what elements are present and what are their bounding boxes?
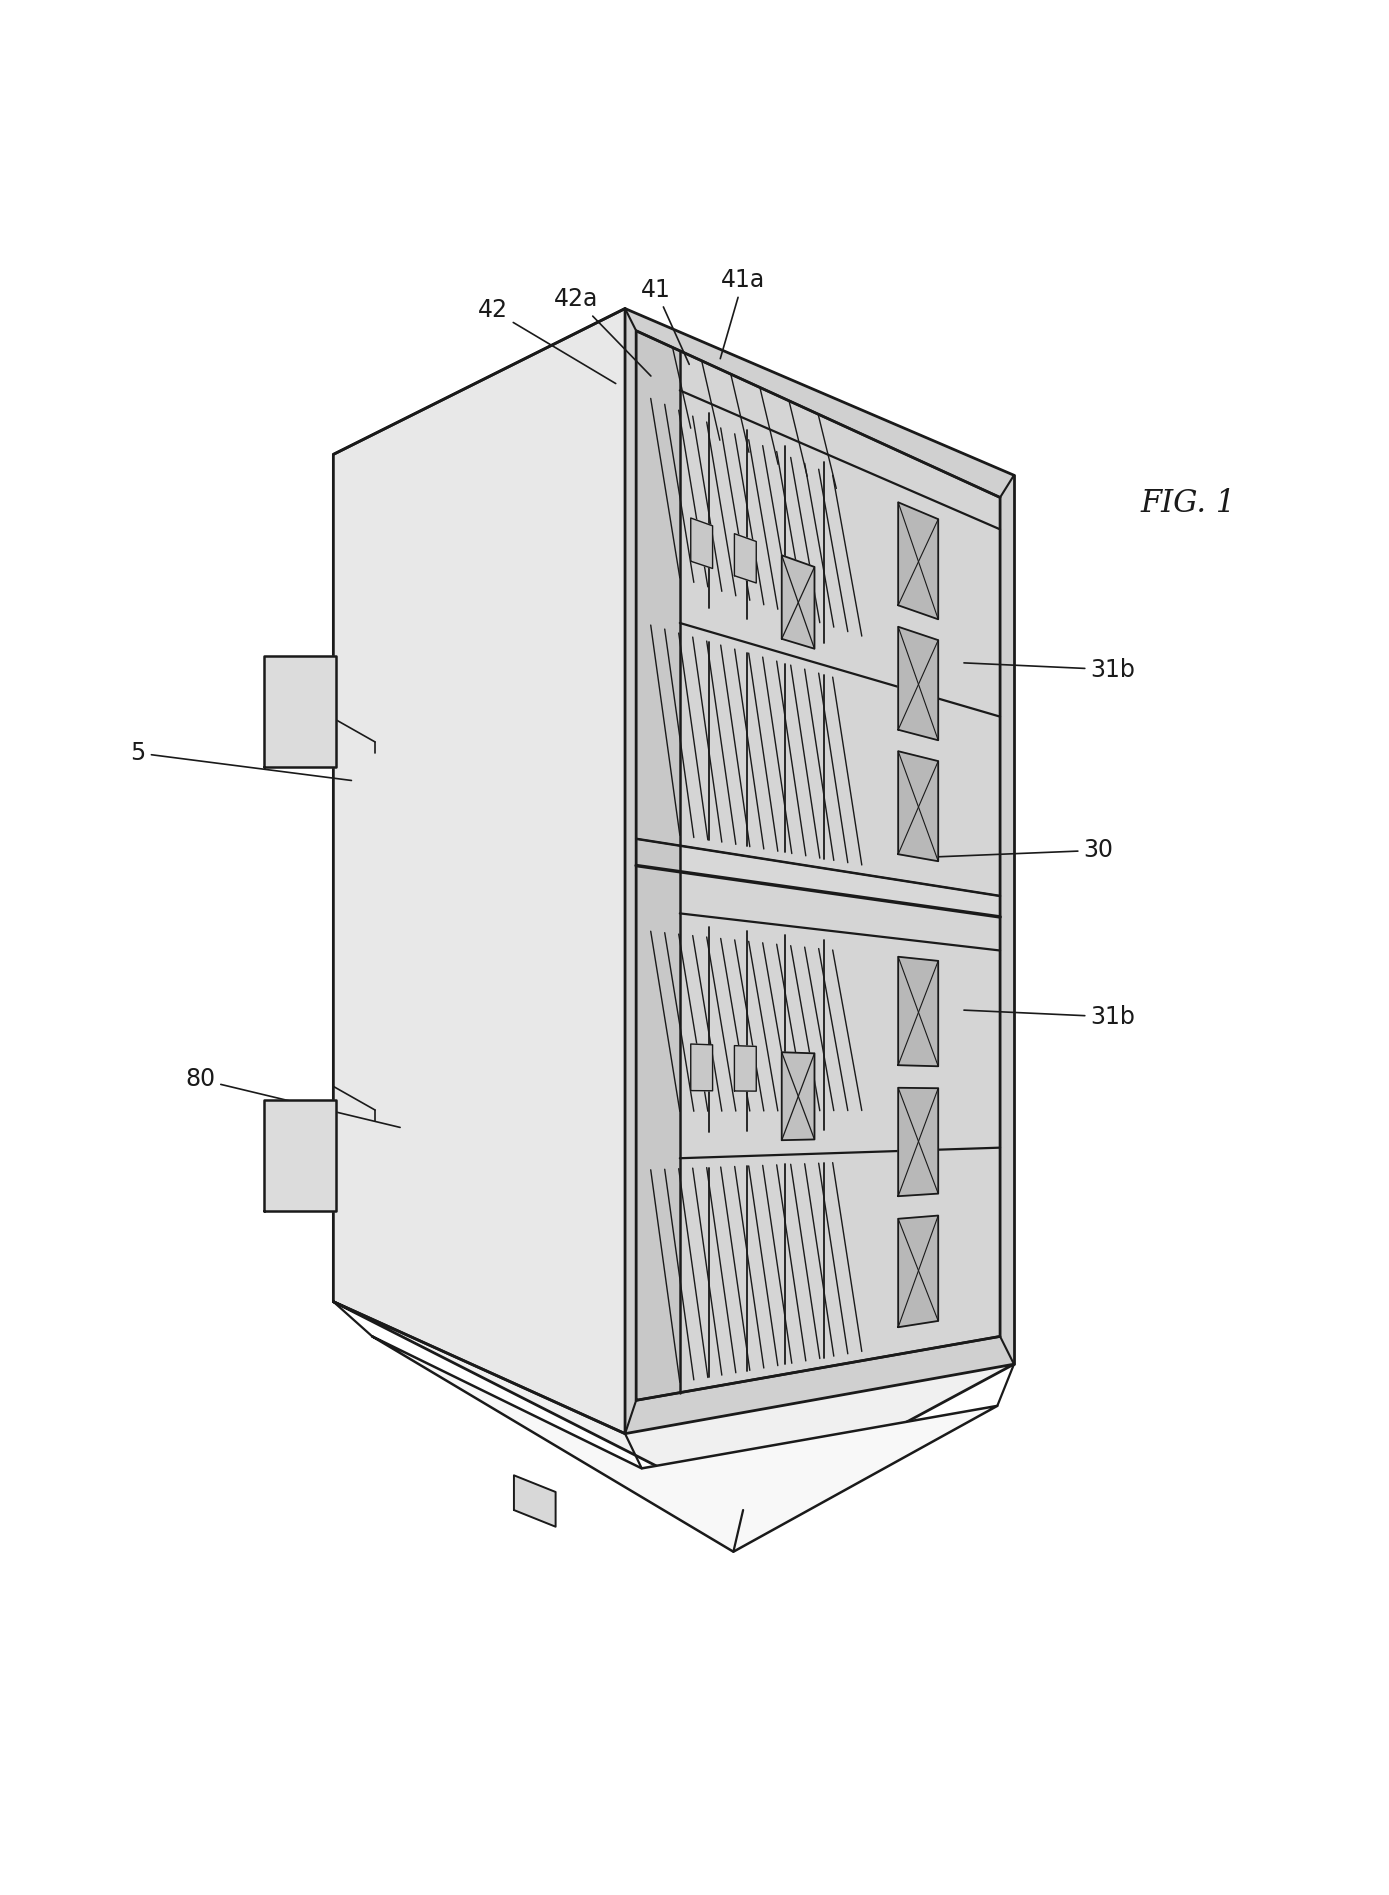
- Text: 31b: 31b: [964, 658, 1135, 682]
- Polygon shape: [372, 1336, 997, 1552]
- Polygon shape: [899, 1088, 938, 1196]
- Polygon shape: [636, 332, 1000, 1400]
- Polygon shape: [690, 517, 713, 568]
- Polygon shape: [514, 1476, 556, 1527]
- Text: 5: 5: [131, 741, 351, 781]
- Polygon shape: [679, 872, 1000, 1393]
- Polygon shape: [899, 627, 938, 741]
- Polygon shape: [735, 534, 756, 584]
- Polygon shape: [782, 555, 814, 648]
- Polygon shape: [899, 750, 938, 860]
- Polygon shape: [333, 1302, 1014, 1510]
- Polygon shape: [690, 1044, 713, 1092]
- Text: 42: 42: [478, 298, 615, 383]
- Polygon shape: [636, 332, 679, 1400]
- Polygon shape: [899, 1215, 938, 1326]
- Text: 80: 80: [185, 1067, 400, 1128]
- Polygon shape: [264, 1101, 336, 1211]
- Text: FIG. 1: FIG. 1: [1140, 487, 1235, 519]
- Polygon shape: [636, 332, 1000, 1400]
- Text: 42a: 42a: [554, 288, 651, 375]
- Polygon shape: [899, 502, 938, 620]
- Polygon shape: [625, 309, 1014, 1435]
- Polygon shape: [679, 351, 1000, 896]
- Text: 41: 41: [640, 277, 689, 364]
- Text: 31b: 31b: [964, 1004, 1135, 1029]
- Polygon shape: [782, 1052, 814, 1141]
- Text: 30: 30: [931, 838, 1114, 862]
- Polygon shape: [264, 656, 336, 767]
- Polygon shape: [735, 1046, 756, 1092]
- Text: 41a: 41a: [721, 267, 765, 358]
- Polygon shape: [899, 957, 938, 1067]
- Polygon shape: [333, 309, 625, 1435]
